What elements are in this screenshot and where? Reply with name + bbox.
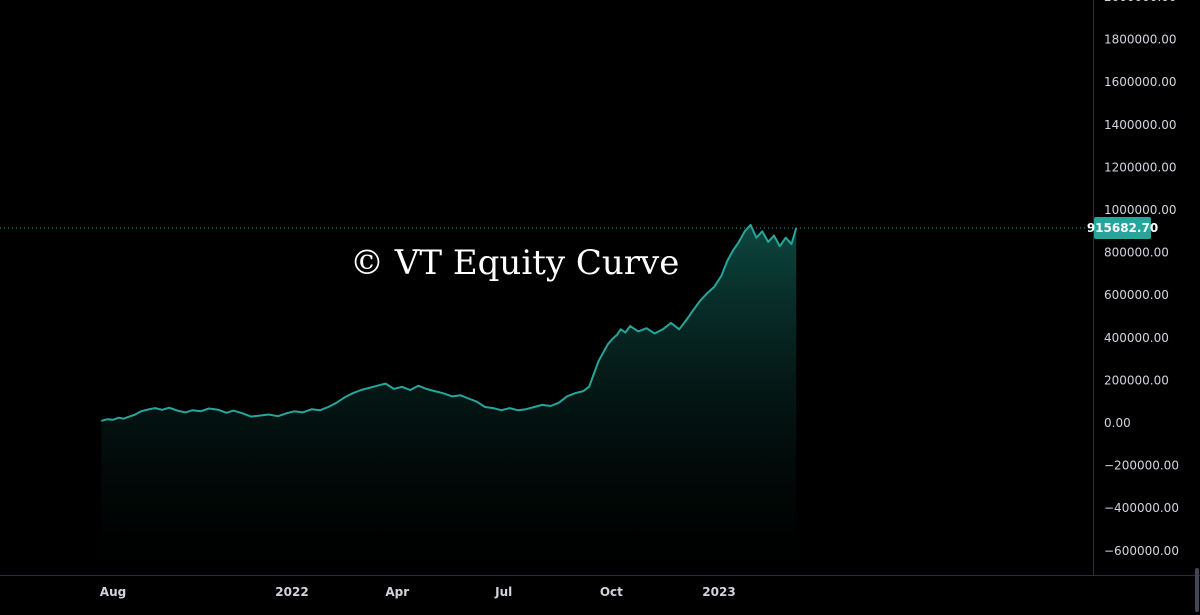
x-tick-label: 2022 xyxy=(275,585,308,599)
y-tick-label: 1000000.00 xyxy=(1104,203,1177,217)
last-value-tag xyxy=(1094,216,1151,239)
x-tick-label: Aug xyxy=(100,585,126,599)
chart-watermark: © VT Equity Curve xyxy=(350,243,679,283)
y-tick-label: 1600000.00 xyxy=(1104,75,1177,89)
scrollbar-handle[interactable] xyxy=(1195,568,1199,612)
y-tick-label: 1800000.00 xyxy=(1104,33,1177,47)
y-tick-label: 1200000.00 xyxy=(1104,160,1177,174)
price-axis[interactable]: 2000000.00 1800000.00 1600000.00 1400000.00… xyxy=(1104,0,1179,558)
x-tick-label: 2023 xyxy=(702,585,735,599)
x-tick-label: Apr xyxy=(385,585,409,599)
x-tick-label: Oct xyxy=(600,585,623,599)
last-value-label: 915682.70 xyxy=(1087,221,1158,235)
y-tick-label: 2000000.00 xyxy=(1104,0,1177,4)
y-tick-label: −400000.00 xyxy=(1104,501,1179,515)
time-axis[interactable]: Aug 2022 Apr Jul Oct 2023 xyxy=(100,585,736,599)
y-tick-label: −600000.00 xyxy=(1104,544,1179,558)
y-tick-label: 600000.00 xyxy=(1104,288,1169,302)
y-tick-label: 0.00 xyxy=(1104,416,1131,430)
equity-area-fill xyxy=(101,224,797,575)
x-tick-label: Jul xyxy=(494,585,512,599)
y-tick-label: 800000.00 xyxy=(1104,246,1169,260)
y-tick-label: 200000.00 xyxy=(1104,373,1169,387)
y-tick-label: 1400000.00 xyxy=(1104,118,1177,132)
y-tick-label: −200000.00 xyxy=(1104,459,1179,473)
y-tick-label: 400000.00 xyxy=(1104,331,1169,345)
equity-line xyxy=(101,223,798,422)
plot-area[interactable] xyxy=(0,223,1094,575)
